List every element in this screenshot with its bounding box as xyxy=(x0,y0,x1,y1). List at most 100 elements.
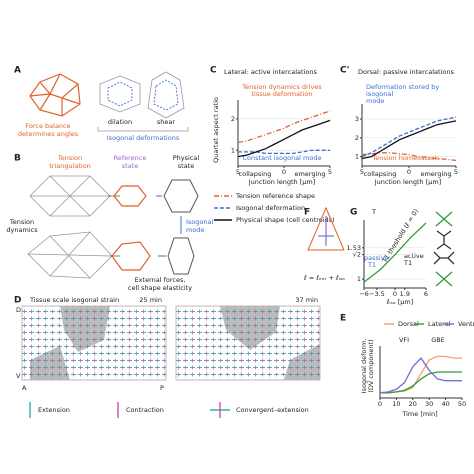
bracket xyxy=(97,127,189,132)
annotation: VFI xyxy=(399,336,409,344)
annotation: Constant isogonal mode xyxy=(243,154,322,162)
annotation: passive xyxy=(364,254,389,262)
caption: Tension xyxy=(9,218,34,226)
legend: Tension reference shape Isogonal deformat… xyxy=(214,192,335,224)
caption: triangulation xyxy=(49,162,91,170)
series-line xyxy=(361,120,457,160)
x-tick-label: 10 xyxy=(392,400,400,408)
caption: state xyxy=(178,162,194,170)
x-tick-label: 5 xyxy=(360,168,364,176)
axis-letter: V xyxy=(16,372,21,380)
x-tick-label: 5 xyxy=(328,168,332,176)
caption: state xyxy=(122,162,138,170)
legend-label: Isogonal deformation xyxy=(236,204,305,212)
caption: Isogonal xyxy=(186,218,213,226)
legend: Dorsal Lateral Ventral xyxy=(384,320,474,328)
x-tick-label: −6 xyxy=(359,290,369,298)
time: 25 min xyxy=(139,296,162,304)
caption: dynamics xyxy=(6,226,38,234)
legend-label: Dorsal xyxy=(398,320,419,328)
x-annotation: collapsing xyxy=(364,170,397,178)
x-tick-label: 5 xyxy=(454,168,458,176)
x-tick-label: 0 xyxy=(282,168,286,176)
y-tick-label: 2 xyxy=(355,134,359,142)
series-line xyxy=(380,371,462,394)
x-tick-label: 0 xyxy=(407,168,411,176)
axis-letter: A xyxy=(22,384,27,392)
y-tick-label: √2 xyxy=(353,251,361,259)
series-line xyxy=(237,119,331,158)
x-tick-label: −3.5 xyxy=(369,290,385,298)
panel-label: D xyxy=(14,296,21,306)
caption: shear xyxy=(157,118,175,126)
chart-title: Lateral: active intercalations xyxy=(224,68,317,76)
panel-label: F xyxy=(304,208,310,218)
annotation: T xyxy=(371,208,376,216)
x-annotation: emerging xyxy=(420,170,451,178)
legend-label: Ventral xyxy=(458,320,474,328)
x-tick-label: 6 xyxy=(424,290,428,298)
isogonal-cells xyxy=(99,71,185,119)
series-line xyxy=(361,116,457,158)
formula: ℓ = ℓₑₓₜ + ℓᵢₛₒ xyxy=(304,274,345,282)
panel-label: A xyxy=(14,66,21,76)
annotation: active xyxy=(404,252,424,260)
x-tick-label: 5 xyxy=(236,168,240,176)
glyphs xyxy=(29,402,230,418)
x-tick-label: 1.9 xyxy=(400,290,410,298)
panel-label: C' xyxy=(340,66,349,76)
y-tick-label: 1.53 xyxy=(347,244,361,252)
triangulation xyxy=(27,175,199,279)
legend-label: Extension xyxy=(38,406,70,414)
caption: determines angles xyxy=(18,130,79,138)
annotation: Deformation stored by xyxy=(366,83,439,91)
annotation: T1 xyxy=(403,259,412,267)
annotation: Tension homeostasis xyxy=(371,154,440,162)
x-tick-label: 0 xyxy=(378,400,382,408)
x-tick-label: 50 xyxy=(458,400,466,408)
x-tick-label: 0 xyxy=(393,290,397,298)
strain-map xyxy=(21,305,321,381)
caption: Reference xyxy=(114,154,147,162)
time: 37 min xyxy=(295,296,318,304)
series-line xyxy=(238,149,330,155)
x-label: Junction length [μm] xyxy=(374,178,442,186)
panel-label: E xyxy=(340,314,346,324)
chart-title: Tissue scale isogonal strain xyxy=(29,296,119,304)
caption: cell shape elasticity xyxy=(128,284,192,292)
y-tick-label: 1 xyxy=(231,146,235,154)
force-network xyxy=(29,73,81,117)
y-tick-label: 2 xyxy=(231,115,235,123)
quartet-diagram xyxy=(307,206,345,251)
panel-label: B xyxy=(14,154,21,164)
panel-label: G xyxy=(350,208,357,218)
chart-title: Dorsal: passive intercalations xyxy=(358,68,454,76)
y-label: (DV component) xyxy=(367,339,375,392)
legend-label: Contraction xyxy=(126,406,164,414)
annotation: T1 xyxy=(367,261,376,269)
x-tick-label: 30 xyxy=(425,400,433,408)
annotation: isogonal xyxy=(366,90,393,98)
caption: Physical xyxy=(173,154,200,162)
x-annotation: emerging xyxy=(294,170,325,178)
x-tick-label: 20 xyxy=(409,400,417,408)
x-label: ℓᵢₛₒ [μm] xyxy=(387,298,414,306)
y-tick-label: 1 xyxy=(357,275,361,283)
series-line xyxy=(363,222,427,283)
x-annotation: collapsing xyxy=(239,170,272,178)
legend-label: Convergent–extension xyxy=(236,406,309,414)
y-tick-label: 3 xyxy=(355,115,359,123)
annotation: tissue deformation xyxy=(251,90,312,98)
legend-label: Lateral xyxy=(428,320,451,328)
series-line xyxy=(380,355,462,394)
caption: External forces, xyxy=(135,276,186,284)
caption: mode xyxy=(186,226,204,234)
x-label: Junction length [μm] xyxy=(248,178,316,186)
t1-icons xyxy=(433,211,455,287)
series-line xyxy=(237,110,331,144)
annotation: GBE xyxy=(431,336,445,344)
axis-letter: D xyxy=(16,306,21,314)
caption: dilation xyxy=(108,118,132,126)
annotation: mode xyxy=(366,97,384,105)
